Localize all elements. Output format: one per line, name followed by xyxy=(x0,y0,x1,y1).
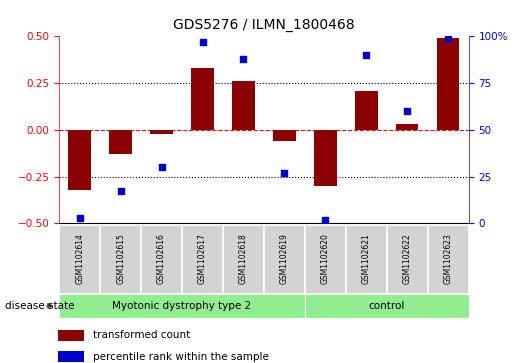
Bar xyxy=(58,330,84,341)
Point xyxy=(158,164,166,170)
Bar xyxy=(305,294,469,318)
Text: GSM1102618: GSM1102618 xyxy=(239,233,248,284)
Text: Myotonic dystrophy type 2: Myotonic dystrophy type 2 xyxy=(112,301,252,311)
Text: GSM1102621: GSM1102621 xyxy=(362,233,371,284)
Text: GSM1102617: GSM1102617 xyxy=(198,233,207,284)
Bar xyxy=(437,38,459,130)
Text: GSM1102614: GSM1102614 xyxy=(75,233,84,284)
Text: GSM1102616: GSM1102616 xyxy=(157,233,166,284)
Bar xyxy=(58,351,84,362)
Bar xyxy=(191,68,214,130)
Title: GDS5276 / ILMN_1800468: GDS5276 / ILMN_1800468 xyxy=(173,19,355,33)
Bar xyxy=(182,225,223,294)
Text: disease state: disease state xyxy=(5,301,75,311)
Point xyxy=(362,52,370,58)
Text: percentile rank within the sample: percentile rank within the sample xyxy=(93,352,269,362)
Bar xyxy=(273,130,296,141)
Bar xyxy=(232,81,255,130)
Point xyxy=(280,170,288,176)
Bar xyxy=(59,225,100,294)
Point xyxy=(403,108,411,114)
Bar xyxy=(68,130,91,189)
Bar xyxy=(264,225,305,294)
Point xyxy=(116,188,125,194)
Text: control: control xyxy=(369,301,405,311)
Bar xyxy=(396,124,419,130)
Bar xyxy=(305,225,346,294)
Bar xyxy=(346,225,387,294)
Bar xyxy=(387,225,427,294)
Text: GSM1102622: GSM1102622 xyxy=(403,233,411,284)
Bar xyxy=(223,225,264,294)
Bar xyxy=(150,130,173,134)
Bar xyxy=(109,130,132,154)
Point xyxy=(239,56,248,62)
Point xyxy=(198,39,207,45)
Bar xyxy=(100,225,141,294)
Bar xyxy=(59,294,305,318)
Bar xyxy=(314,130,337,186)
Point xyxy=(76,215,84,221)
Text: GSM1102619: GSM1102619 xyxy=(280,233,289,284)
Bar xyxy=(141,225,182,294)
Text: GSM1102620: GSM1102620 xyxy=(321,233,330,284)
Point xyxy=(444,35,452,41)
Bar xyxy=(427,225,469,294)
Bar xyxy=(355,90,377,130)
Point xyxy=(321,217,330,223)
Text: transformed count: transformed count xyxy=(93,330,190,340)
Text: GSM1102615: GSM1102615 xyxy=(116,233,125,284)
Text: GSM1102623: GSM1102623 xyxy=(444,233,453,284)
